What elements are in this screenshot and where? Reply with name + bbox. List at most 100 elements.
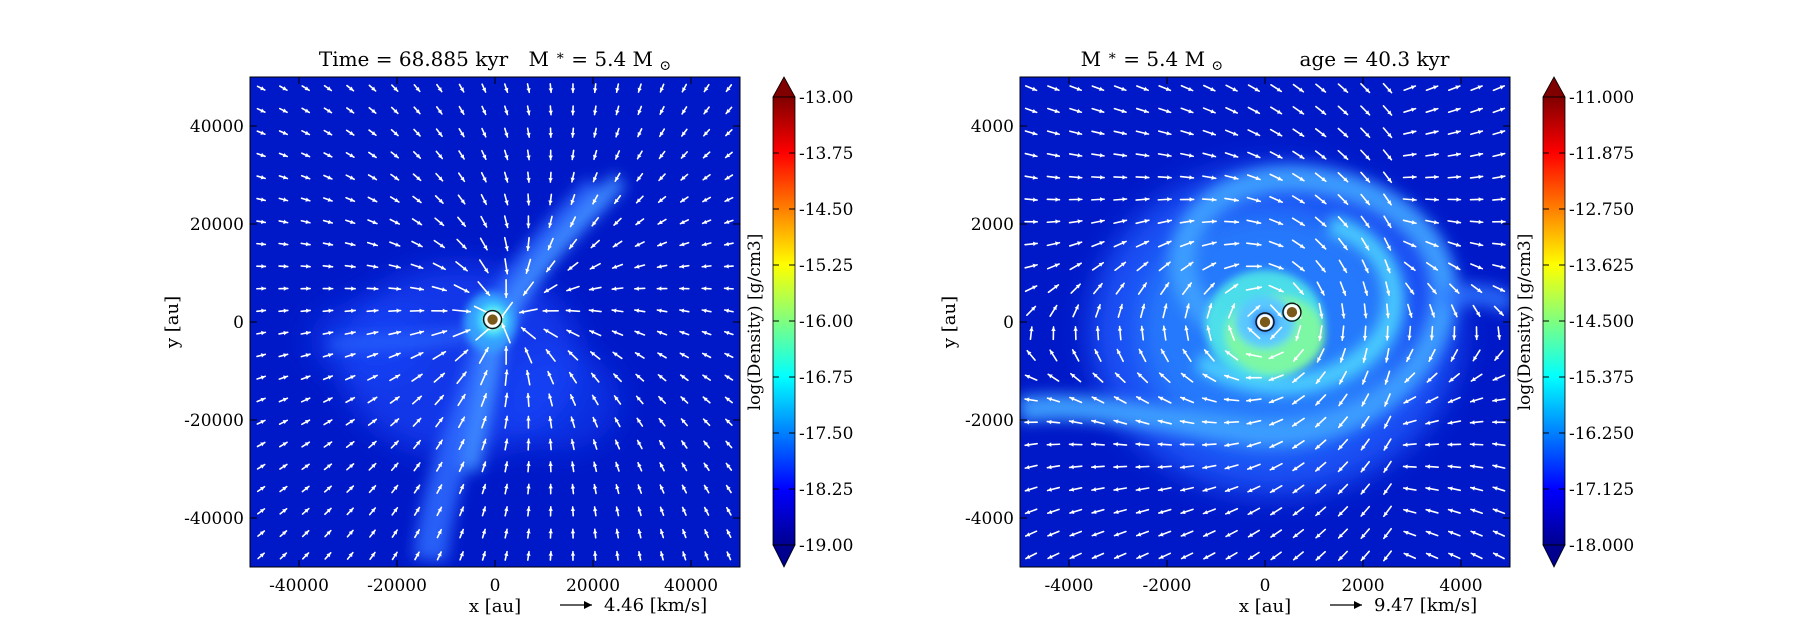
velocity-arrow-head bbox=[1189, 197, 1194, 202]
velocity-arrow-head bbox=[1499, 85, 1505, 90]
velocity-arrow-head bbox=[548, 133, 553, 138]
velocity-arrow-head bbox=[702, 330, 707, 336]
velocity-arrow-head bbox=[679, 308, 685, 313]
velocity-arrow-head bbox=[304, 530, 309, 536]
velocity-arrow-head bbox=[328, 308, 333, 313]
velocity-arrow-head bbox=[1070, 554, 1075, 559]
velocity-arrow-head bbox=[681, 153, 686, 159]
colorbar-tick-label: -17.125 bbox=[1569, 480, 1634, 500]
velocity-arrow-head bbox=[393, 86, 398, 92]
velocity-arrow-head bbox=[1203, 510, 1208, 515]
velocity-arrow-head bbox=[1234, 241, 1239, 246]
velocity-arrow-head bbox=[526, 416, 531, 421]
velocity-arrow-head bbox=[1162, 326, 1167, 331]
velocity-arrow-head bbox=[1387, 110, 1392, 115]
velocity-arrow-head bbox=[305, 308, 311, 314]
velocity-arrow-head bbox=[1455, 107, 1461, 112]
velocity-arrow-head bbox=[680, 219, 685, 224]
velocity-arrow-head bbox=[504, 132, 509, 137]
velocity-arrow-head bbox=[1295, 335, 1300, 341]
velocity-arrow-head bbox=[1316, 533, 1321, 538]
velocity-arrow-head bbox=[1165, 86, 1171, 91]
velocity-arrow-head bbox=[1136, 419, 1141, 424]
velocity-arrow-head bbox=[1365, 200, 1370, 205]
velocity-arrow-head bbox=[1051, 326, 1056, 331]
velocity-arrow-head bbox=[526, 484, 531, 489]
velocity-arrow-head bbox=[1364, 245, 1369, 250]
velocity-arrow-head bbox=[1338, 555, 1344, 561]
velocity-arrow-head bbox=[589, 308, 594, 313]
velocity-arrow-head bbox=[1385, 313, 1390, 318]
velocity-arrow-head bbox=[1211, 219, 1217, 224]
velocity-arrow-head bbox=[1293, 356, 1298, 362]
velocity-arrow-head bbox=[726, 529, 731, 535]
velocity-arrow-head bbox=[681, 175, 686, 181]
velocity-arrow-head bbox=[1365, 110, 1370, 115]
velocity-arrow-head bbox=[1185, 304, 1190, 309]
velocity-arrow-head bbox=[396, 330, 401, 335]
velocity-arrow-head bbox=[1202, 465, 1208, 470]
velocity-arrow-head bbox=[615, 484, 620, 490]
velocity-arrow-head bbox=[461, 394, 466, 400]
colorbar-tick-label: -12.750 bbox=[1569, 200, 1634, 220]
velocity-arrow-head bbox=[504, 87, 509, 93]
velocity-arrow-head bbox=[350, 264, 356, 269]
velocity-arrow-head bbox=[1493, 530, 1499, 535]
velocity-arrow-head bbox=[437, 552, 442, 557]
velocity-arrow-head bbox=[437, 109, 442, 114]
velocity-arrow-head bbox=[459, 507, 464, 512]
velocity-arrow-head bbox=[1270, 334, 1276, 339]
velocity-arrow-head bbox=[1340, 335, 1345, 341]
velocity-arrow-head bbox=[1226, 555, 1231, 559]
velocity-arrow-head bbox=[614, 220, 619, 226]
velocity-arrow-head bbox=[1316, 378, 1321, 384]
velocity-arrow-head bbox=[637, 507, 642, 512]
colorbar-tick-label: -18.25 bbox=[799, 480, 853, 500]
velocity-arrow-head bbox=[592, 221, 597, 226]
velocity-arrow-head bbox=[704, 463, 709, 468]
velocity-arrow-head bbox=[1411, 220, 1416, 225]
velocity-arrow-head bbox=[1431, 289, 1437, 294]
velocity-arrow-head bbox=[544, 329, 549, 334]
velocity-arrow-head bbox=[482, 109, 487, 115]
velocity-arrow-head bbox=[1141, 304, 1146, 309]
velocity-arrow-head bbox=[1180, 442, 1185, 447]
velocity-arrow-head bbox=[1319, 313, 1324, 319]
velocity-arrow-head bbox=[1448, 464, 1453, 469]
velocity-arrow-head bbox=[568, 265, 573, 271]
velocity-arrow-head bbox=[636, 396, 641, 401]
velocity-arrow-head bbox=[370, 530, 376, 535]
density-spiral-right bbox=[1020, 165, 1510, 446]
velocity-arrow-head bbox=[1276, 87, 1282, 92]
velocity-arrow-head bbox=[1256, 220, 1261, 225]
velocity-arrow-head bbox=[702, 264, 707, 269]
velocity-arrow-head bbox=[1452, 335, 1457, 340]
velocity-arrow-head bbox=[1114, 509, 1119, 514]
velocity-arrow-head bbox=[615, 418, 620, 423]
velocity-arrow-head bbox=[1339, 379, 1344, 384]
velocity-arrow-head bbox=[1277, 198, 1283, 203]
velocity-arrow-head bbox=[437, 484, 442, 490]
velocity-arrow-head bbox=[1320, 290, 1325, 295]
velocity-arrow-head bbox=[726, 86, 731, 92]
velocity-arrow-head bbox=[1493, 508, 1498, 513]
velocity-arrow-head bbox=[1448, 486, 1453, 491]
velocity-arrow-head bbox=[1224, 420, 1229, 425]
velocity-arrow-head bbox=[1032, 285, 1037, 290]
velocity-arrow-head bbox=[1406, 356, 1411, 362]
velocity-arrow-head bbox=[1069, 487, 1075, 492]
velocity-arrow-head bbox=[260, 486, 265, 491]
velocity-arrow-head bbox=[680, 197, 686, 202]
velocity-arrow-head bbox=[1025, 442, 1030, 447]
velocity-arrow-head bbox=[1055, 241, 1060, 246]
velocity-arrow-head bbox=[543, 308, 548, 314]
velocity-arrow-head bbox=[1136, 442, 1141, 447]
colorbar-tick-label: -17.50 bbox=[799, 424, 853, 444]
velocity-arrow-head bbox=[485, 290, 490, 296]
velocity-arrow-head bbox=[613, 374, 619, 379]
velocity-arrow-head bbox=[461, 221, 466, 227]
velocity-arrow-head bbox=[1433, 220, 1439, 225]
velocity-arrow-head bbox=[371, 485, 376, 491]
velocity-arrow-head bbox=[283, 330, 288, 336]
x-ticks-left: -40000 -20000 0 20000 40000 bbox=[269, 77, 718, 596]
